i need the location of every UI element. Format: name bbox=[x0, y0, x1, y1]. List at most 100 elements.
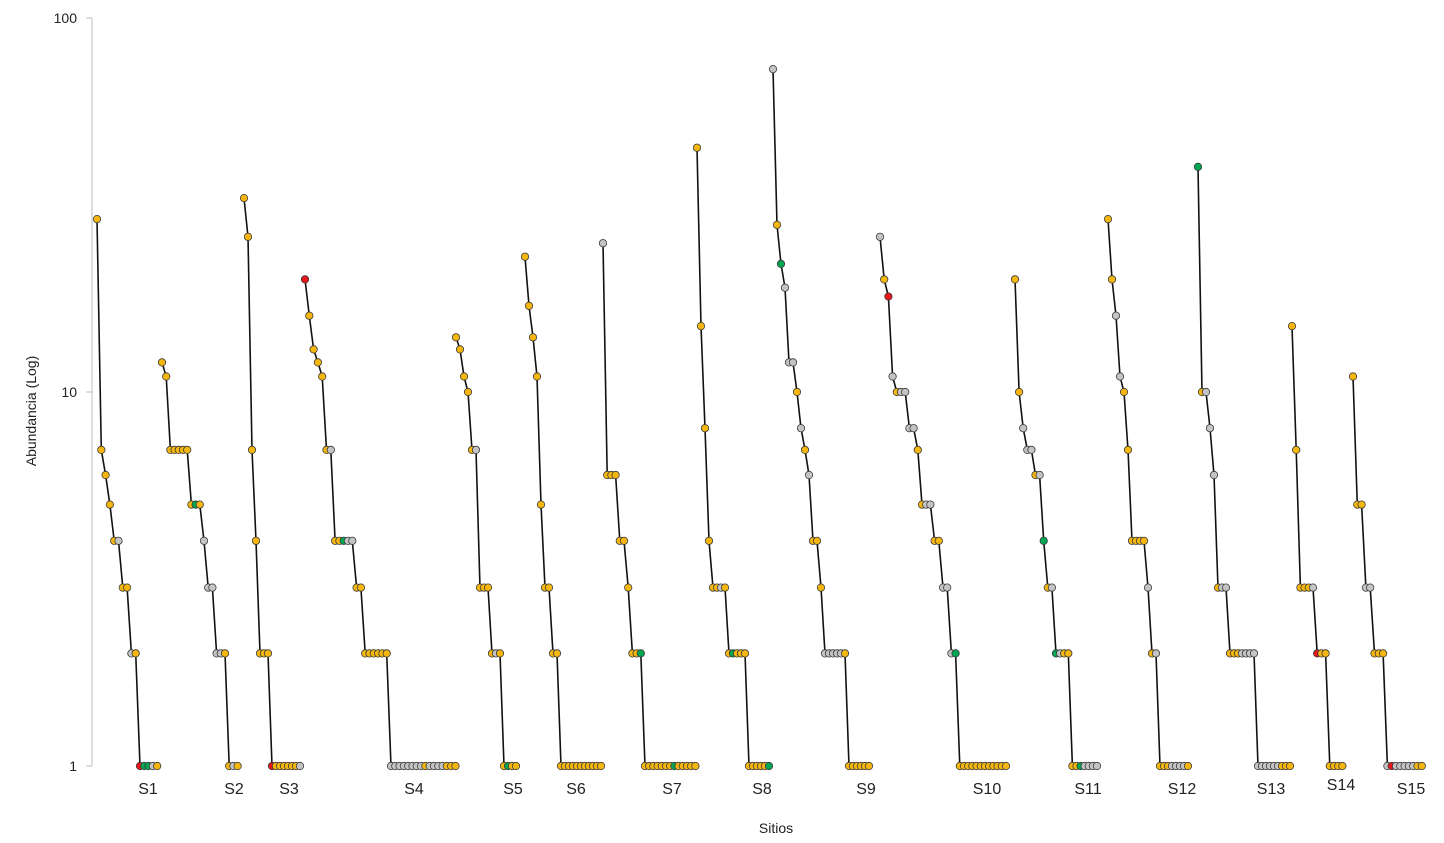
point-s4-20 bbox=[382, 649, 391, 658]
point-s5-1 bbox=[451, 333, 461, 342]
point-s15-5 bbox=[1366, 583, 1375, 592]
site-label-s14: S14 bbox=[1327, 777, 1356, 794]
series-points bbox=[92, 65, 1426, 771]
point-s1-6 bbox=[114, 536, 123, 545]
point-s15-8 bbox=[1379, 649, 1388, 658]
point-s4-3 bbox=[309, 345, 318, 354]
point-s8-4 bbox=[704, 536, 714, 545]
site-label-s12: S12 bbox=[1168, 781, 1197, 798]
point-s2-16 bbox=[220, 649, 230, 658]
point-s13-4 bbox=[1205, 424, 1215, 433]
point-s10-9 bbox=[909, 424, 918, 433]
point-s9-10 bbox=[804, 470, 814, 480]
point-s13-15 bbox=[1249, 649, 1259, 658]
point-s9-1 bbox=[768, 65, 778, 74]
point-s11-1 bbox=[1010, 275, 1020, 284]
point-s1-15 bbox=[153, 761, 162, 771]
point-s2-7 bbox=[183, 445, 192, 454]
point-s3-3 bbox=[247, 445, 257, 454]
series-lines bbox=[96, 69, 1422, 767]
point-s3-2 bbox=[243, 232, 253, 241]
site-labels: S1 S2 S3 S4 S5 S6 S7 S8 S9 S10 S11 S12 S13 S14 S15 bbox=[138, 777, 1425, 798]
y-tick-label-10: 10 bbox=[61, 384, 77, 400]
site-label-s6: S6 bbox=[566, 781, 586, 798]
series-line-s14 bbox=[1291, 326, 1343, 767]
point-s11-5 bbox=[1027, 445, 1036, 454]
point-s2-10 bbox=[195, 500, 204, 509]
point-s12-5 bbox=[1119, 387, 1129, 397]
point-s1-1 bbox=[92, 215, 102, 224]
point-s10-13 bbox=[926, 500, 935, 509]
site-label-s15: S15 bbox=[1397, 781, 1426, 798]
point-s12-11 bbox=[1143, 583, 1153, 592]
site-label-s4: S4 bbox=[404, 781, 424, 798]
point-s4-4 bbox=[313, 358, 322, 367]
point-s8-1 bbox=[692, 143, 702, 152]
point-s7-4 bbox=[611, 470, 620, 480]
point-s3-1 bbox=[239, 194, 249, 203]
series-line-s15 bbox=[1352, 376, 1422, 767]
site-label-s2: S2 bbox=[224, 781, 244, 798]
point-s4-2 bbox=[305, 311, 314, 320]
point-s7-23 bbox=[691, 761, 700, 771]
point-s2-1 bbox=[157, 358, 167, 367]
point-s6-5 bbox=[536, 500, 546, 509]
point-s10-19 bbox=[951, 649, 960, 658]
point-s3-4 bbox=[251, 536, 261, 545]
point-s5-6 bbox=[471, 445, 481, 454]
point-s2-11 bbox=[199, 536, 209, 545]
site-label-s7: S7 bbox=[662, 781, 682, 798]
point-s13-3 bbox=[1201, 387, 1211, 397]
point-s11-10 bbox=[1047, 583, 1057, 592]
point-s12-3 bbox=[1111, 311, 1121, 320]
point-s10-31 bbox=[1001, 761, 1011, 771]
point-s5-3 bbox=[459, 372, 469, 381]
point-s15-3 bbox=[1357, 500, 1366, 509]
point-s9-13 bbox=[816, 583, 826, 592]
point-s8-8 bbox=[720, 583, 730, 592]
point-s10-15 bbox=[934, 536, 943, 545]
site-label-s10: S10 bbox=[973, 781, 1002, 798]
series-line-s6 bbox=[524, 256, 601, 767]
point-s12-21 bbox=[1183, 761, 1193, 771]
point-s10-4 bbox=[888, 372, 897, 381]
y-axis-ticks: 1 10 100 bbox=[54, 10, 92, 774]
point-s1-2 bbox=[97, 445, 106, 454]
point-s9-4 bbox=[780, 283, 790, 292]
point-s7-7 bbox=[624, 583, 633, 592]
point-s9-7 bbox=[792, 387, 802, 397]
point-s4-12 bbox=[348, 536, 357, 545]
series-line-s12 bbox=[1107, 219, 1188, 767]
series-line-s10 bbox=[879, 236, 1006, 767]
point-s11-7 bbox=[1035, 470, 1044, 480]
point-s12-6 bbox=[1123, 445, 1133, 454]
point-s8-3 bbox=[700, 424, 710, 433]
site-label-s13: S13 bbox=[1257, 781, 1286, 798]
point-s11-8 bbox=[1039, 536, 1048, 545]
point-s9-12 bbox=[812, 536, 822, 545]
point-s10-7 bbox=[901, 387, 910, 397]
point-s3-7 bbox=[263, 649, 273, 658]
point-s1-8 bbox=[123, 583, 132, 592]
point-s9-2 bbox=[772, 220, 782, 229]
point-s8-2 bbox=[696, 321, 706, 331]
point-s11-2 bbox=[1014, 387, 1024, 397]
series-line-s13 bbox=[1197, 166, 1290, 767]
point-s4-7 bbox=[326, 445, 335, 454]
point-s6-7 bbox=[544, 583, 554, 592]
point-s6-2 bbox=[524, 301, 534, 310]
y-tick-label-100: 100 bbox=[54, 10, 78, 26]
point-s2-13 bbox=[208, 583, 217, 592]
x-axis-title: Sitios bbox=[759, 820, 793, 836]
point-s14-6 bbox=[1308, 583, 1318, 592]
point-s10-1 bbox=[875, 232, 885, 241]
point-s7-1 bbox=[598, 239, 608, 248]
point-s7-6 bbox=[619, 536, 629, 545]
point-s13-5 bbox=[1209, 470, 1219, 480]
point-s2-19 bbox=[233, 761, 242, 771]
point-s4-5 bbox=[318, 372, 327, 381]
point-s12-4 bbox=[1115, 372, 1125, 381]
point-s12-1 bbox=[1103, 215, 1113, 224]
point-s5-9 bbox=[483, 583, 493, 592]
